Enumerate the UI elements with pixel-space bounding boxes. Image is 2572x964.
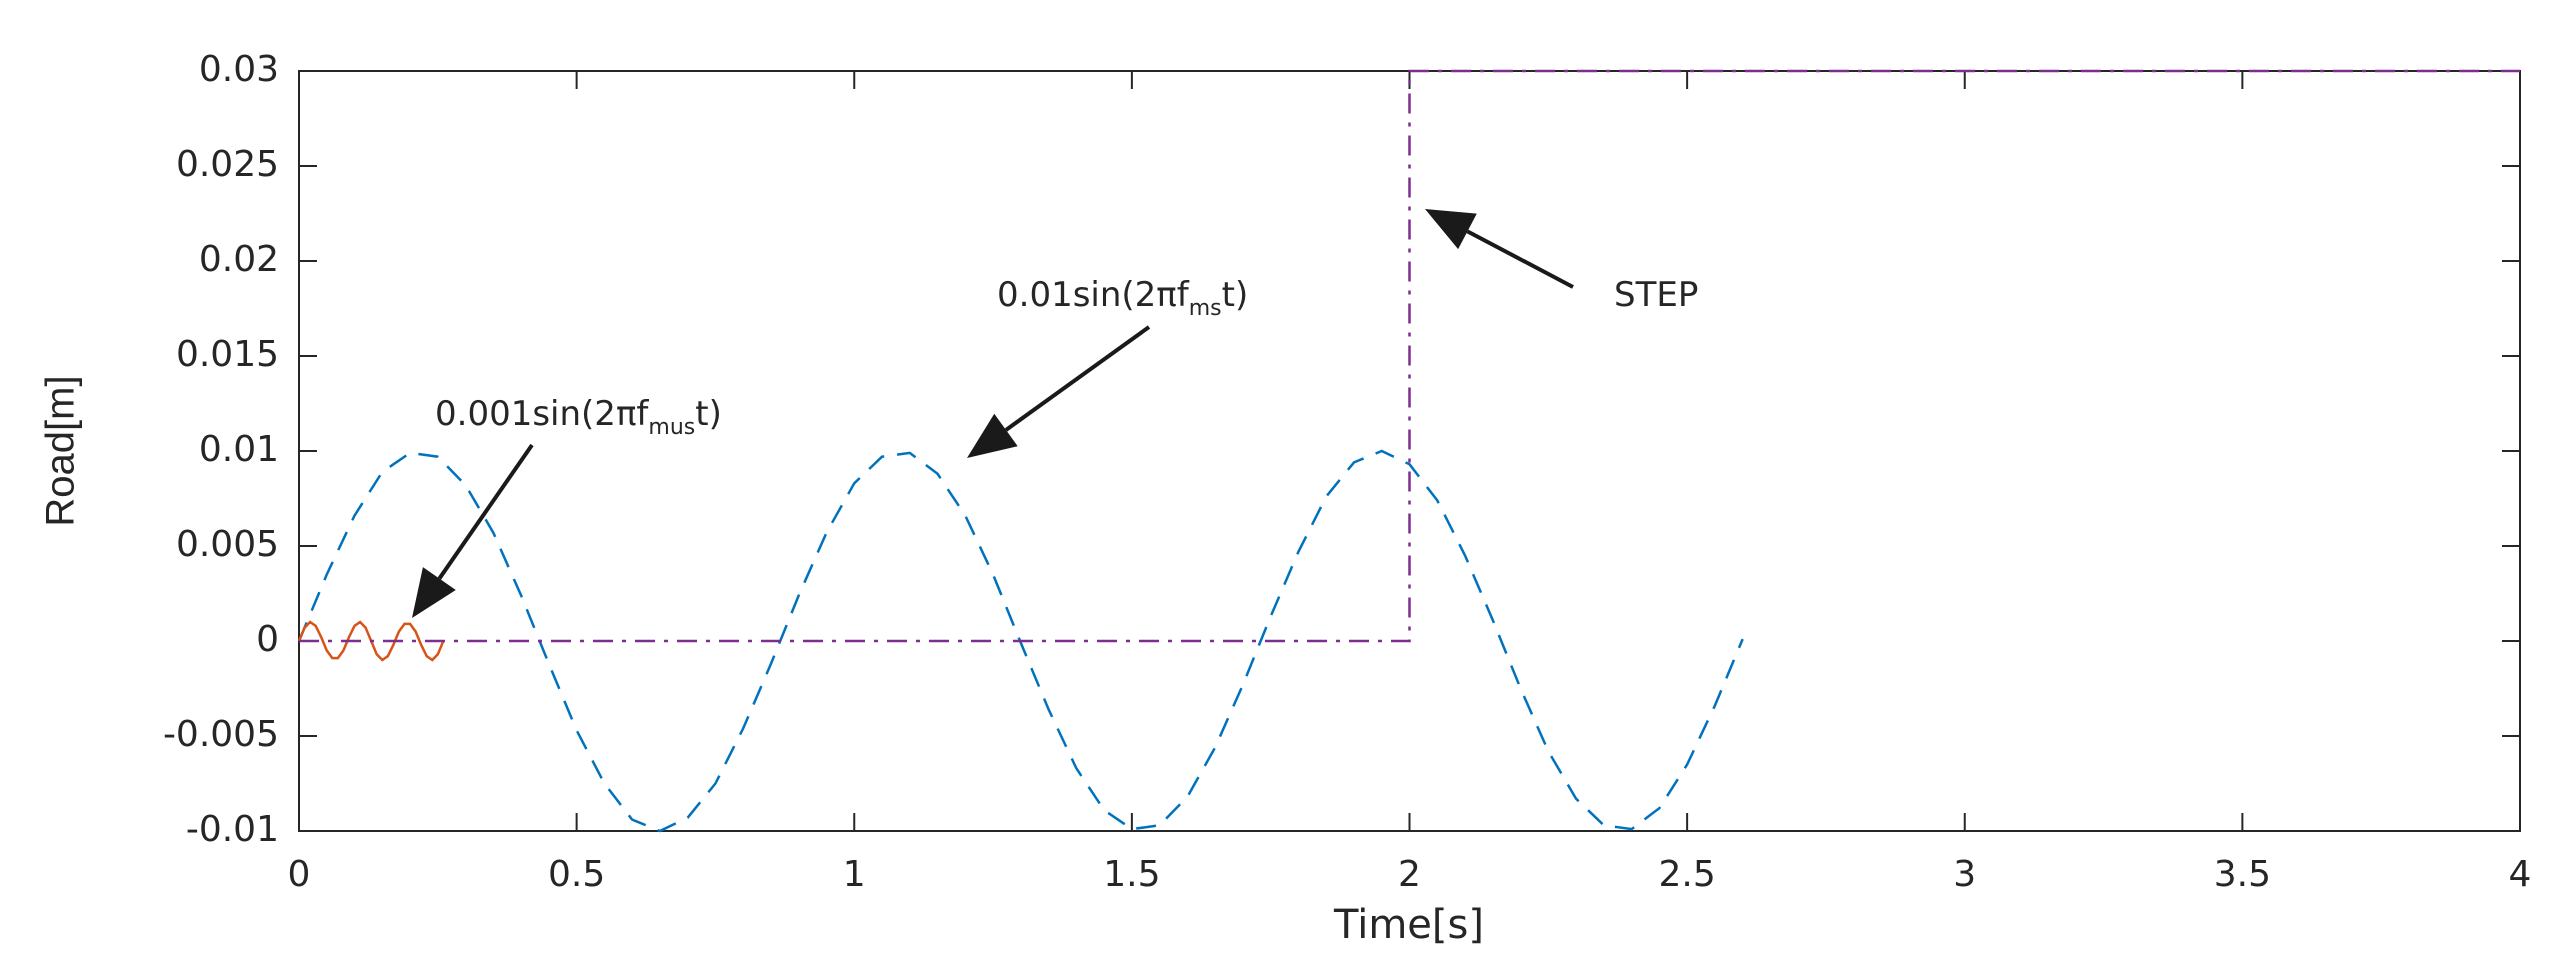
x-tick-label: 1 bbox=[843, 854, 866, 895]
y-tick-label: 0.02 bbox=[199, 239, 279, 280]
y-tick-label: 0.025 bbox=[176, 144, 279, 185]
x-tick-label: 3.5 bbox=[2214, 854, 2271, 895]
annotation-subscript: mus bbox=[648, 415, 695, 440]
y-tick-label: -0.005 bbox=[163, 714, 279, 755]
annotation-text: 0.01sin(2πf bbox=[997, 275, 1190, 315]
y-axis-label: Road[m] bbox=[39, 375, 83, 526]
arrow-head bbox=[967, 413, 1018, 458]
annotation-text: STEP bbox=[1614, 275, 1698, 315]
annotation-text: t) bbox=[1222, 275, 1249, 315]
annotation-arrow bbox=[1466, 229, 1574, 289]
y-tick-label: 0 bbox=[256, 619, 279, 660]
y-tick-label: 0.005 bbox=[176, 524, 279, 565]
annotation-arrow bbox=[1004, 325, 1151, 432]
annotation-arrow bbox=[437, 443, 534, 580]
y-tick-label: 0.03 bbox=[199, 49, 279, 90]
series-line bbox=[299, 69, 2520, 643]
annotation: 0.01sin(2πfmst) bbox=[997, 275, 1248, 321]
x-tick-label: 4 bbox=[2509, 854, 2532, 895]
x-tick-label: 3 bbox=[1953, 854, 1976, 895]
arrow-head bbox=[1425, 209, 1477, 250]
y-tick-label: 0.015 bbox=[176, 334, 279, 375]
x-tick-label: 0.5 bbox=[548, 854, 605, 895]
annotation-text: t) bbox=[695, 394, 722, 434]
annotation-subscript: ms bbox=[1189, 296, 1222, 321]
x-tick-label: 0 bbox=[288, 854, 311, 895]
y-tick-label: 0.01 bbox=[199, 429, 279, 470]
arrow-head bbox=[412, 567, 456, 618]
x-tick-label: 1.5 bbox=[1103, 854, 1160, 895]
annotation: 0.001sin(2πfmust) bbox=[435, 394, 722, 440]
annotation: STEP bbox=[1614, 275, 1698, 315]
x-tick-label: 2.5 bbox=[1658, 854, 1715, 895]
annotation-text: 0.001sin(2πf bbox=[435, 394, 649, 434]
x-tick-label: 2 bbox=[1398, 854, 1421, 895]
x-axis-label: Time[s] bbox=[1333, 902, 1484, 948]
y-tick-label: -0.01 bbox=[186, 809, 279, 850]
